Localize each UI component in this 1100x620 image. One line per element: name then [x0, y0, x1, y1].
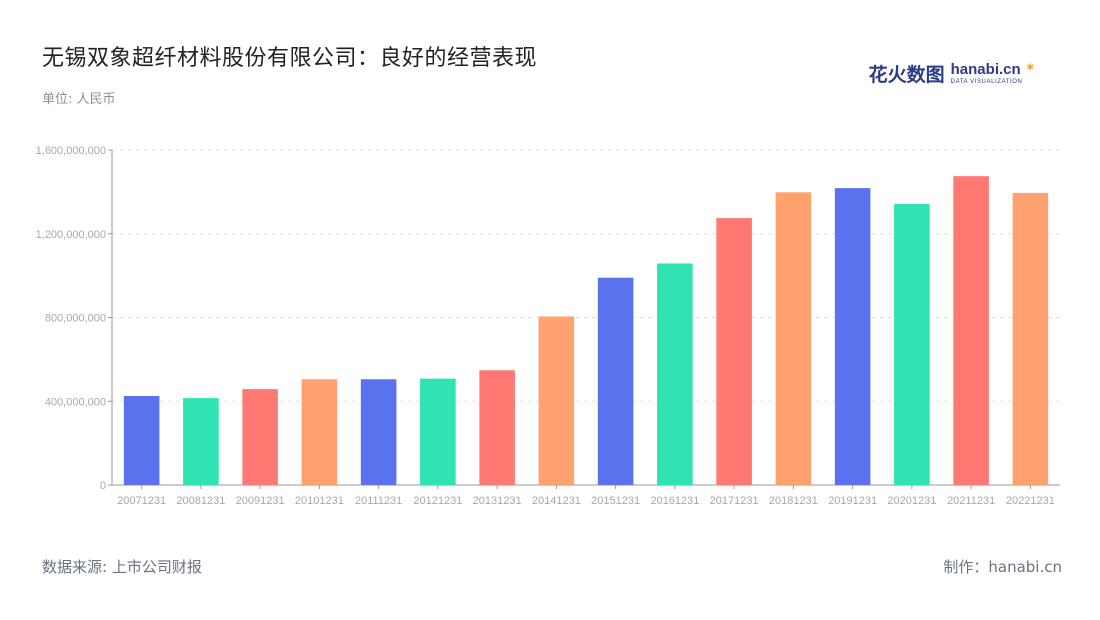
- x-tick-label: 20221231: [1006, 495, 1055, 507]
- bar: [1012, 192, 1049, 485]
- bar: [597, 277, 634, 485]
- bar: [538, 316, 575, 485]
- x-tick-label: 20191231: [828, 495, 877, 507]
- x-tick-label: 20141231: [532, 495, 581, 507]
- logo-en-block: hanabi.cn DATA VISUALIZATION: [951, 62, 1023, 85]
- bar: [657, 263, 693, 485]
- hanabi-logo: 花火数图 hanabi.cn DATA VISUALIZATION ✱: [869, 60, 1036, 87]
- x-tick-label: 20151231: [591, 495, 640, 507]
- bar: [360, 379, 397, 485]
- unit-label: 单位: 人民币: [42, 92, 116, 107]
- bar: [420, 378, 456, 485]
- x-tick-label: 20121231: [413, 495, 462, 507]
- x-tick-label: 20171231: [710, 495, 759, 507]
- bar: [301, 379, 338, 485]
- chart-title: 无锡双象超纤材料股份有限公司：良好的经营表现: [42, 46, 538, 71]
- bar: [123, 396, 160, 485]
- credit-label: 制作：hanabi.cn: [943, 558, 1062, 576]
- logo-cn-text: 花火数图: [868, 64, 945, 86]
- y-tick-label: 400,000,000: [45, 396, 106, 408]
- bar: [716, 218, 752, 485]
- x-tick-label: 20131231: [473, 495, 522, 507]
- logo-subtitle: DATA VISUALIZATION: [950, 79, 1023, 85]
- y-tick-label: 0: [100, 480, 106, 492]
- bar: [183, 398, 219, 485]
- data-source: 数据来源: 上市公司财报: [42, 558, 202, 576]
- x-tick-label: 20211231: [947, 495, 995, 507]
- y-tick-label: 1,600,000,000: [36, 145, 106, 157]
- x-tick-label: 20181231: [769, 495, 818, 507]
- logo-en-text: hanabi.cn: [950, 61, 1021, 78]
- bar: [775, 192, 812, 485]
- bar: [479, 370, 515, 485]
- bar: [242, 389, 278, 485]
- x-tick-label: 20091231: [236, 495, 285, 507]
- x-tick-label: 20081231: [176, 495, 225, 507]
- x-tick-label: 20101231: [295, 495, 344, 507]
- bar: [953, 176, 989, 485]
- y-tick-label: 1,200,000,000: [36, 229, 106, 241]
- x-tick-label: 20111231: [355, 495, 402, 507]
- bar: [834, 188, 871, 485]
- x-tick-label: 20071231: [117, 495, 166, 507]
- x-tick-label: 20161231: [650, 495, 699, 507]
- x-tick-label: 20201231: [887, 495, 936, 507]
- y-tick-label: 800,000,000: [45, 313, 106, 325]
- bar: [894, 204, 930, 486]
- sparkle-icon: ✱: [1026, 62, 1034, 73]
